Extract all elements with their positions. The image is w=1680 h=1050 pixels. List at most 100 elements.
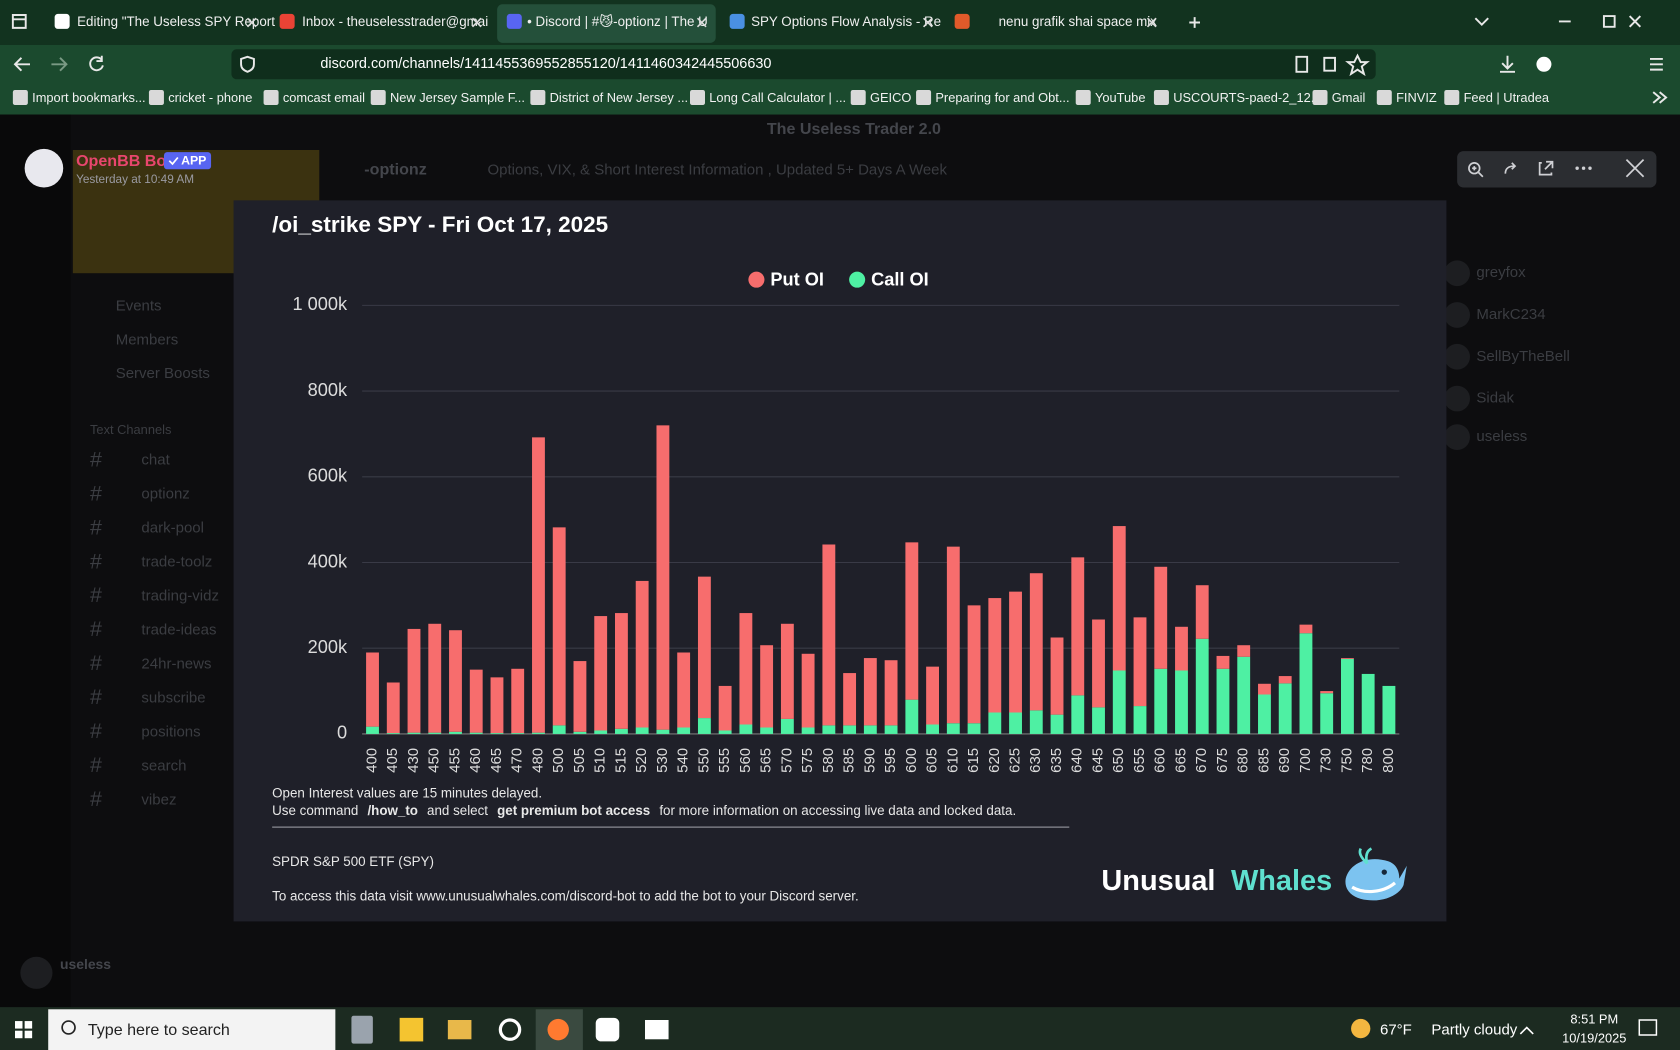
bar-segment <box>926 724 939 734</box>
channel[interactable]: trade-ideas <box>141 622 216 639</box>
member[interactable]: MarkC234 <box>1476 306 1545 323</box>
bar-segment <box>386 733 400 734</box>
tab-icon <box>954 13 970 29</box>
profile-icon[interactable] <box>1536 56 1552 72</box>
notes-app[interactable] <box>399 1017 424 1042</box>
bookmark[interactable]: Preparing for and Obt... <box>935 90 1069 105</box>
more-button[interactable] <box>1575 166 1592 170</box>
sidebar-item[interactable]: Events <box>116 297 162 314</box>
tab-menu[interactable] <box>1474 17 1489 27</box>
weather-temp[interactable]: 67°F <box>1380 1022 1412 1039</box>
bookmark[interactable]: cricket - phone <box>168 90 252 105</box>
calculator-app[interactable] <box>351 1015 373 1044</box>
channel[interactable]: search <box>141 757 186 774</box>
open-button[interactable] <box>1538 160 1554 176</box>
tab-close[interactable] <box>696 17 707 28</box>
chart-title: /oi_strike SPY - Fri Oct 17, 2025 <box>272 212 608 237</box>
sidebar-item[interactable]: Members <box>116 332 179 349</box>
tab-title[interactable]: SPY Options Flow Analysis - Re <box>751 14 941 29</box>
bar-segment <box>780 623 794 719</box>
channel[interactable]: subscribe <box>141 689 205 706</box>
x-tick-label: 465 <box>488 748 505 773</box>
bar-segment <box>760 727 774 734</box>
tab-title[interactable]: nenu grafik shai space mix <box>999 14 1158 29</box>
tab-close[interactable] <box>1146 17 1157 28</box>
search-placeholder[interactable]: Type here to search <box>88 1021 230 1039</box>
user-name: useless <box>60 956 111 972</box>
bookmark[interactable]: comcast email <box>283 90 365 105</box>
bookmark[interactable]: District of New Jersey ... <box>550 90 688 105</box>
active-tab[interactable] <box>497 4 716 43</box>
back-button[interactable] <box>13 57 30 72</box>
note-text: for more information on accessing live d… <box>659 803 1016 818</box>
page-actions[interactable] <box>1295 53 1370 77</box>
x-tick-label: 600 <box>903 748 920 773</box>
share-button[interactable] <box>1504 162 1517 174</box>
member[interactable]: useless <box>1476 428 1527 445</box>
bookmark[interactable]: USCOURTS-paed-2_12... <box>1173 90 1321 105</box>
channel[interactable]: vibez <box>141 791 176 808</box>
clock-date[interactable]: 10/19/2025 <box>1562 1031 1626 1046</box>
bookmark[interactable]: YouTube <box>1095 90 1145 105</box>
clock-time[interactable]: 8:51 PM <box>1570 1011 1618 1026</box>
x-tick-label: 690 <box>1276 748 1293 773</box>
menu-button[interactable] <box>1650 57 1668 104</box>
tray-expand[interactable] <box>1519 1026 1534 1035</box>
bookmark[interactable]: Feed | Utradea <box>1464 90 1550 105</box>
zoom-button[interactable] <box>1468 162 1481 175</box>
bookmark-icon <box>12 90 28 105</box>
x-tick-label: 675 <box>1214 748 1231 773</box>
member[interactable]: greyfox <box>1476 264 1526 281</box>
x-tick-label: 730 <box>1318 748 1335 773</box>
channel[interactable]: 24hr-news <box>141 655 211 672</box>
bookmark[interactable]: FINVIZ <box>1396 90 1437 105</box>
channel[interactable]: chat <box>141 452 170 469</box>
notifications[interactable] <box>1638 1019 1658 1036</box>
start-button[interactable] <box>15 1021 33 1039</box>
tab-title[interactable]: Inbox - theuselesstrader@gmai <box>302 14 488 29</box>
reload-button[interactable] <box>89 55 104 72</box>
channel[interactable]: positions <box>141 723 200 740</box>
member[interactable]: SellByTheBell <box>1476 348 1569 365</box>
tab-list-icon[interactable] <box>11 14 27 29</box>
new-tab-button[interactable] <box>1189 17 1200 28</box>
bookmark[interactable]: New Jersey Sample F... <box>390 90 525 105</box>
x-tick-label: 575 <box>799 748 816 773</box>
settings-app[interactable] <box>498 1018 522 1041</box>
close-viewer[interactable] <box>1625 159 1645 178</box>
sidebar-item[interactable]: Server Boosts <box>116 365 210 382</box>
member[interactable]: Sidak <box>1476 390 1514 407</box>
weather-condition[interactable]: Partly cloudy <box>1431 1022 1517 1039</box>
bookmark[interactable]: GEICO <box>870 90 911 105</box>
channel[interactable]: dark-pool <box>141 520 204 537</box>
channel[interactable]: trading-vidz <box>141 588 219 605</box>
x-tick-label: 550 <box>695 748 712 773</box>
mail-app[interactable] <box>595 1017 620 1042</box>
bar-segment <box>635 727 649 734</box>
tab-close[interactable] <box>471 17 482 28</box>
search-box[interactable] <box>48 1009 336 1050</box>
firefox-app[interactable] <box>547 1018 569 1041</box>
downloads-button[interactable] <box>1500 55 1515 73</box>
whale-logo <box>1345 847 1407 901</box>
legend-label[interactable]: Put OI <box>770 270 824 290</box>
member-avatar <box>1444 343 1470 370</box>
legend-label[interactable]: Call OI <box>871 270 929 290</box>
explorer-app[interactable] <box>447 1020 472 1040</box>
channel[interactable]: trade-toolz <box>141 554 212 571</box>
url[interactable]: discord.com/channels/1411455369552855120… <box>320 56 771 72</box>
window-controls[interactable] <box>1558 15 1642 28</box>
channel[interactable]: optionz <box>141 486 189 503</box>
tradingview-app[interactable] <box>645 1020 669 1040</box>
tab-title[interactable]: • Discord | #😼-optionz | The U <box>527 14 708 29</box>
author-name[interactable]: OpenBB Bot <box>76 152 172 170</box>
tab-close[interactable] <box>246 17 257 28</box>
tab-title[interactable]: Editing "The Useless SPY Report <box>77 14 275 29</box>
bar-segment <box>1154 566 1168 669</box>
tab-close[interactable] <box>923 17 933 28</box>
bar-segment <box>1237 645 1251 657</box>
url-field[interactable] <box>231 49 1376 80</box>
bookmark[interactable]: Import bookmarks... <box>32 90 146 105</box>
bookmark[interactable]: Gmail <box>1332 90 1366 105</box>
bookmark[interactable]: Long Call Calculator | ... <box>709 90 846 105</box>
